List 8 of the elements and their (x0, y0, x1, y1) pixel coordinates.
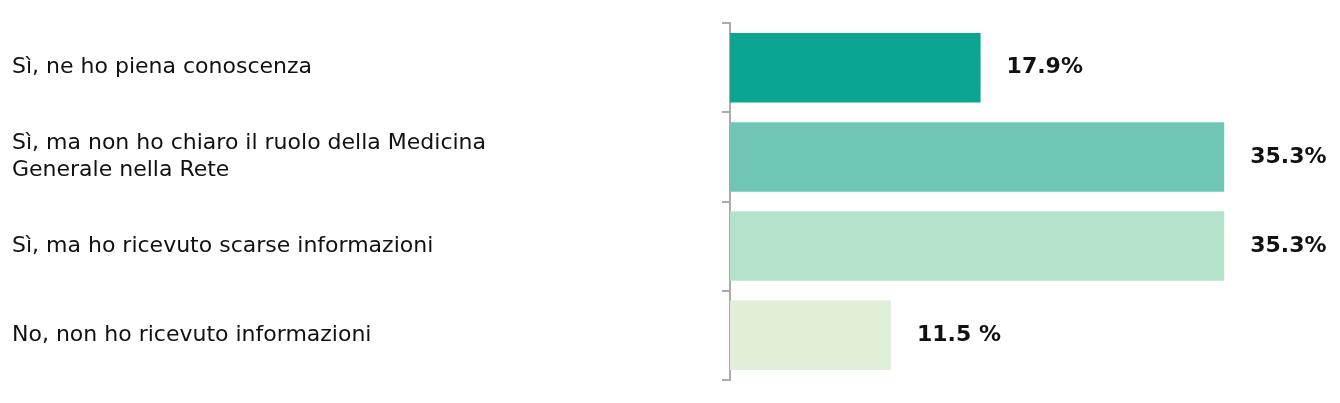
y-tick-label: Sì, ne ho piena conoscenza (12, 53, 312, 79)
y-tick-label: No, non ho ricevuto informazioni (12, 320, 372, 346)
y-tick-label: Sì, ma ho ricevuto scarse informazioni (12, 231, 434, 257)
y-tick-label: Sì, ma non ho chiaro il ruolo della Medicina Generale nella Rete (12, 129, 487, 181)
data-label: 11.5 % (917, 320, 1001, 346)
data-label: 35.3% (1250, 231, 1327, 257)
data-label: 17.9% (1006, 53, 1083, 79)
data-label: 35.3% (1250, 142, 1327, 168)
